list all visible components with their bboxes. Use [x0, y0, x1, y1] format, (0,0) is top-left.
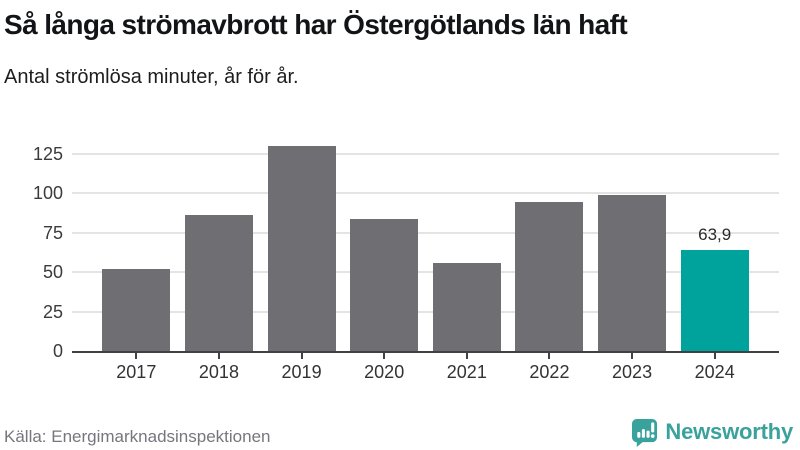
- bar-slot: [508, 132, 591, 360]
- x-axis-tick: [548, 353, 551, 360]
- x-axis-tick: [300, 353, 303, 360]
- gridline: [72, 310, 779, 313]
- newsworthy-logo[interactable]: Newsworthy: [631, 418, 793, 447]
- bar-slot: [260, 132, 343, 360]
- plot-area: 63,9 0 25 50 75 100 125: [33, 132, 779, 361]
- x-axis-label: 2021: [446, 362, 487, 383]
- x-axis-labels: 2017 2018 2019 2020 2021 2022 2023 2024: [72, 362, 779, 383]
- bar-slot: [178, 132, 261, 360]
- x-axis-tick: [713, 353, 716, 360]
- chart-title: Så långa strömavbrott har Östergötlands …: [4, 9, 628, 40]
- chart-area: 63,9 0 25 50 75 100 125 2017 2018 2019 2020 2021 2…: [0, 132, 800, 383]
- x-axis-label: 2024: [694, 362, 735, 383]
- brand-wordmark: Newsworthy: [665, 419, 793, 444]
- x-axis-tick: [631, 353, 634, 360]
- gridline: [72, 152, 779, 155]
- bar-slot: [591, 132, 674, 360]
- x-axis-label: 2022: [529, 362, 570, 383]
- x-axis-tick: [383, 353, 386, 360]
- chart-subtitle: Antal strömlösa minuter, år för år.: [4, 66, 299, 89]
- bar-2017: [102, 269, 171, 352]
- bar-2021: [432, 262, 501, 352]
- x-axis-tick: [135, 353, 138, 360]
- bar-2019: [267, 146, 336, 352]
- x-axis-label: 2023: [612, 362, 653, 383]
- bar-value-label: 63,9: [698, 225, 732, 245]
- x-axis-tick: [465, 353, 468, 360]
- bar-2020: [350, 218, 419, 352]
- x-axis-label: 2017: [116, 362, 157, 383]
- y-axis-tick-label: 50: [42, 262, 63, 283]
- y-axis-tick-label: 75: [42, 222, 63, 243]
- y-axis-tick-label: 125: [32, 143, 63, 164]
- gridline: [72, 271, 779, 274]
- y-axis-tick-label: 0: [52, 341, 63, 362]
- y-axis-tick-label: 25: [42, 301, 63, 322]
- bar-slot: 63,9: [673, 132, 756, 360]
- bar-2023: [598, 194, 667, 352]
- bar-slot: [343, 132, 426, 360]
- bars-row: 63,9: [72, 132, 779, 360]
- bar-2022: [515, 202, 584, 352]
- gridline: [72, 192, 779, 195]
- bar-slot: [95, 132, 178, 360]
- bar-2024: [680, 250, 749, 352]
- x-axis-tick: [217, 353, 220, 360]
- chart-header: Så långa strömavbrott har Östergötlands …: [0, 0, 800, 89]
- gridline: [72, 231, 779, 234]
- bar-2018: [184, 214, 253, 352]
- x-axis-label: 2020: [364, 362, 405, 383]
- x-axis-label: 2019: [281, 362, 322, 383]
- source-text: Källa: Energimarknadsinspektionen: [4, 427, 271, 446]
- bar-chart-bubble-icon: [631, 418, 658, 447]
- x-axis-label: 2018: [198, 362, 239, 383]
- chart-footer: Källa: Energimarknadsinspektionen Newswo…: [4, 416, 793, 448]
- bar-slot: [426, 132, 509, 360]
- y-axis-tick-label: 100: [32, 183, 63, 204]
